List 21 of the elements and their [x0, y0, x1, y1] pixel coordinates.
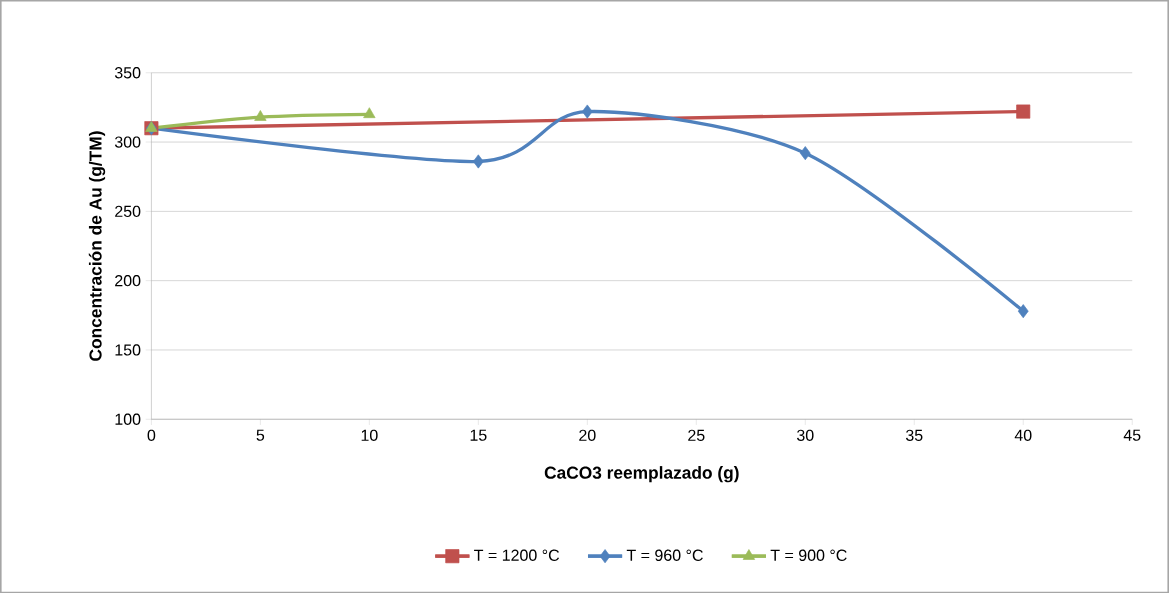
x-tick-label: 15	[470, 429, 487, 441]
y-tick-label: 200	[115, 274, 141, 287]
legend-label: T = 1200 °C	[474, 549, 560, 561]
x-tick-label: 10	[361, 429, 378, 441]
x-axis-title: CaCO3 reemplazado (g)	[544, 465, 739, 483]
legend-label: T = 960 °C	[626, 549, 703, 561]
y-axis-title: Concentración de Au (g/TM)	[88, 131, 106, 361]
x-tick-label: 5	[256, 429, 265, 441]
y-tick-label: 100	[115, 413, 141, 425]
y-tick-label: 350	[114, 66, 141, 79]
y-tick-label: 300	[114, 136, 141, 148]
x-tick-label: 35	[905, 429, 923, 441]
y-tick-label: 250	[115, 205, 141, 217]
y-tick-label: 150	[115, 344, 141, 356]
x-tick-label: 45	[1123, 429, 1141, 441]
legend-label: T = 900 °C	[770, 549, 847, 561]
x-tick-label: 20	[579, 429, 596, 441]
x-tick-label: 30	[796, 429, 814, 441]
x-tick-label: 25	[688, 429, 705, 441]
x-tick-label: 0	[147, 429, 156, 441]
x-tick-label: 40	[1014, 429, 1032, 441]
